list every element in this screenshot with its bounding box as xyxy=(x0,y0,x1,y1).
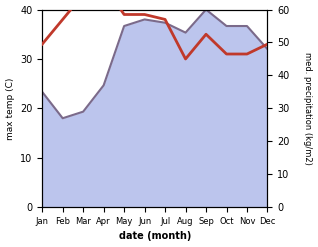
X-axis label: date (month): date (month) xyxy=(119,231,191,242)
Y-axis label: max temp (C): max temp (C) xyxy=(5,77,15,140)
Y-axis label: med. precipitation (kg/m2): med. precipitation (kg/m2) xyxy=(303,52,313,165)
